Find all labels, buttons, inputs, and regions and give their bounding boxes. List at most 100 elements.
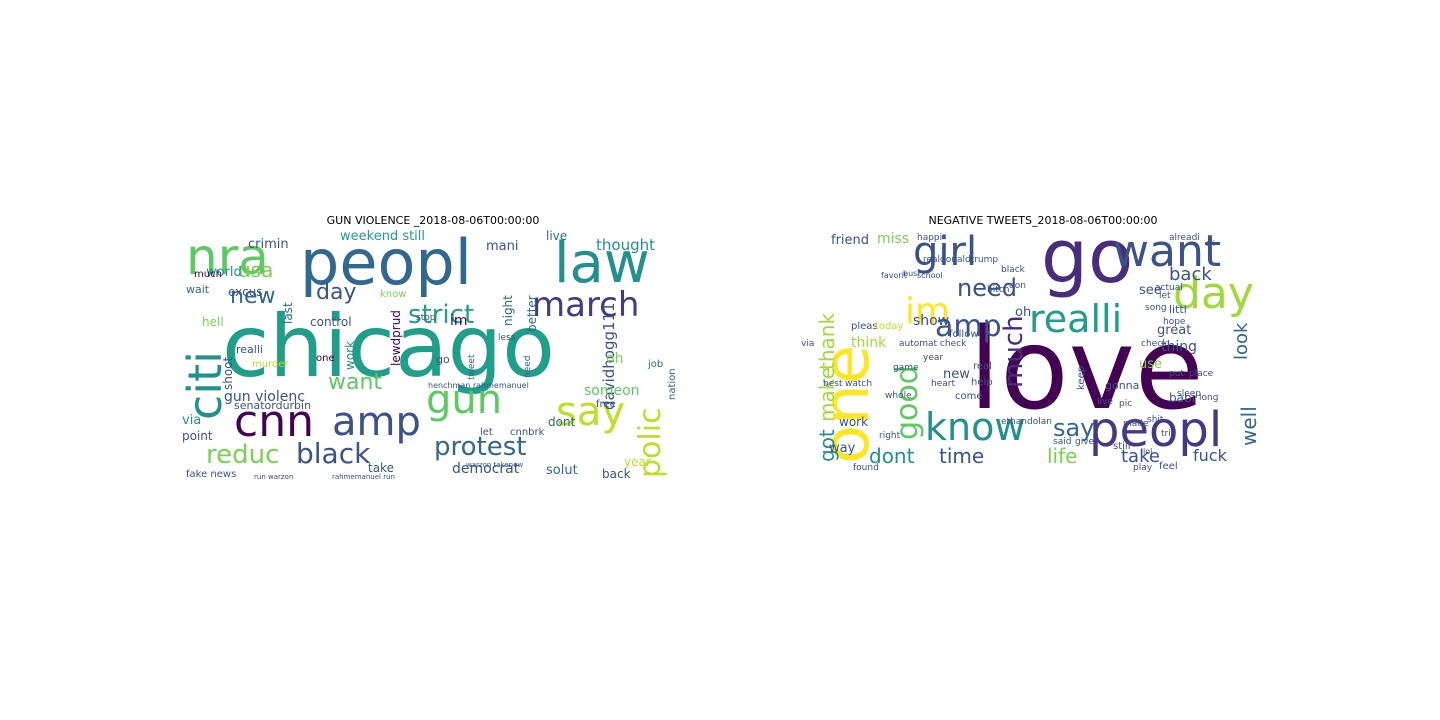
cloud-word: give — [1075, 437, 1095, 447]
cloud-word: solut — [546, 463, 578, 478]
cloud-word: much — [999, 315, 1029, 388]
cloud-word: control — [310, 315, 352, 329]
cloud-word: whole — [885, 391, 912, 401]
cloud-word: black — [296, 437, 371, 470]
cloud-word: song — [1145, 303, 1167, 313]
cloud-word: friend — [831, 233, 870, 248]
cloud-word: thought — [596, 236, 655, 254]
cloud-word: make — [815, 367, 839, 422]
cloud-word: crimin — [248, 237, 289, 252]
cloud-word: day — [1173, 268, 1254, 319]
cloud-word: see — [1139, 283, 1162, 298]
cloud-word: weekend still — [340, 230, 426, 244]
cloud-word: free — [596, 399, 616, 410]
cloud-word: shoot — [221, 356, 235, 390]
cloud-word: thing — [1161, 339, 1198, 355]
cloud-word: someon — [584, 383, 640, 399]
cloud-word: stop — [416, 313, 436, 323]
cloud-word: cri — [1205, 239, 1215, 248]
cloud-word: black — [1001, 265, 1025, 275]
gun-violence-word-cloud: chicago peopl law nra citi cnn amp gun say march p… — [182, 230, 684, 482]
cloud-word: day — [316, 280, 357, 305]
cloud-word: live — [546, 230, 568, 243]
cloud-word: henchman rahmemanuel — [428, 381, 529, 390]
cloud-word: im — [905, 291, 951, 332]
cloud-word: long — [1199, 393, 1219, 403]
cloud-word: law — [554, 231, 650, 296]
cloud-word: check — [1141, 339, 1168, 349]
cloud-word: think — [851, 335, 887, 351]
cloud-word: put — [1169, 369, 1184, 379]
cloud-word: gonna — [1105, 379, 1140, 392]
cloud-word: want — [328, 370, 383, 395]
cloud-word: heart — [931, 379, 955, 389]
cloud-word: run warzon — [254, 473, 294, 481]
cloud-word: realli — [236, 343, 263, 356]
cloud-word: new — [230, 284, 276, 309]
cloud-word: say — [1053, 414, 1095, 442]
cloud-word: murder — [252, 359, 289, 370]
cloud-word: oh — [606, 351, 624, 367]
cloud-word: nra — [186, 230, 269, 286]
cloud-word: littl — [1169, 303, 1187, 316]
cloud-word: girl — [913, 230, 978, 275]
cloud-word: last — [281, 302, 295, 324]
cloud-word: night — [501, 295, 515, 326]
cloud-word: realdonaldtrump — [923, 255, 999, 265]
cloud-word: found — [853, 463, 879, 473]
cloud-word: take — [1121, 446, 1160, 467]
cloud-word: fuck — [1193, 446, 1227, 465]
cloud-word: tweet — [467, 354, 477, 381]
cloud-word: need — [523, 355, 533, 379]
cloud-word: much — [194, 269, 222, 280]
cloud-word: want — [1113, 230, 1222, 277]
cloud-word: im — [450, 313, 468, 329]
cloud-word: senatordurbin — [234, 399, 312, 412]
cloud-word: come — [955, 391, 983, 402]
cloud-word: way — [829, 441, 856, 456]
cloud-word: protest — [434, 432, 527, 462]
cloud-word: sleep — [1177, 389, 1201, 399]
cloud-word: say — [556, 389, 626, 435]
cloud-word: democrat — [452, 461, 520, 477]
cloud-word: warzon takenew — [466, 461, 524, 469]
cloud-word: show — [913, 313, 950, 329]
right-panel-title: NEGATIVE TWEETS_2018-08-06T00:00:00 — [928, 214, 1158, 227]
cloud-word: point — [182, 429, 213, 443]
cloud-word: real — [973, 361, 992, 372]
cloud-word: cnn — [234, 396, 314, 447]
cloud-word: help — [971, 377, 993, 388]
cloud-word: rahmemanuel run — [332, 473, 395, 481]
cloud-word: one — [316, 353, 335, 364]
cloud-word: via — [182, 413, 202, 428]
cloud-word: lol — [1143, 447, 1153, 456]
cloud-word: still — [1113, 441, 1131, 452]
cloud-word: strict — [408, 300, 475, 330]
cloud-word: gun violenc — [224, 389, 305, 405]
cloud-word: know — [380, 289, 407, 300]
cloud-word: actual — [1155, 283, 1183, 293]
cloud-word: busi — [903, 269, 920, 278]
cloud-word: automat check — [899, 339, 967, 349]
cloud-word: go — [1041, 230, 1134, 300]
cloud-word: ethandolan — [1001, 417, 1052, 427]
cloud-word: via — [801, 339, 815, 349]
cloud-word: favorit — [881, 271, 907, 280]
cloud-word: year — [624, 455, 651, 469]
cloud-word: good — [890, 365, 925, 440]
cloud-word: work — [839, 415, 869, 429]
cloud-word: love — [969, 305, 1204, 435]
cloud-word: mani — [486, 239, 519, 254]
cloud-word: back — [602, 467, 631, 481]
cloud-word: back — [1169, 264, 1212, 285]
cloud-word: world — [206, 265, 242, 280]
cloud-word: go — [436, 353, 450, 366]
cloud-word: feel — [1159, 461, 1178, 472]
cloud-word: babi — [1169, 391, 1195, 405]
cloud-word: alreadi — [1169, 233, 1200, 243]
cloud-word: year — [923, 353, 944, 363]
cloud-word: well — [1237, 406, 1261, 446]
cloud-word: less — [498, 333, 516, 343]
cloud-word: live — [1097, 397, 1113, 407]
cloud-word: hope — [1163, 317, 1186, 327]
